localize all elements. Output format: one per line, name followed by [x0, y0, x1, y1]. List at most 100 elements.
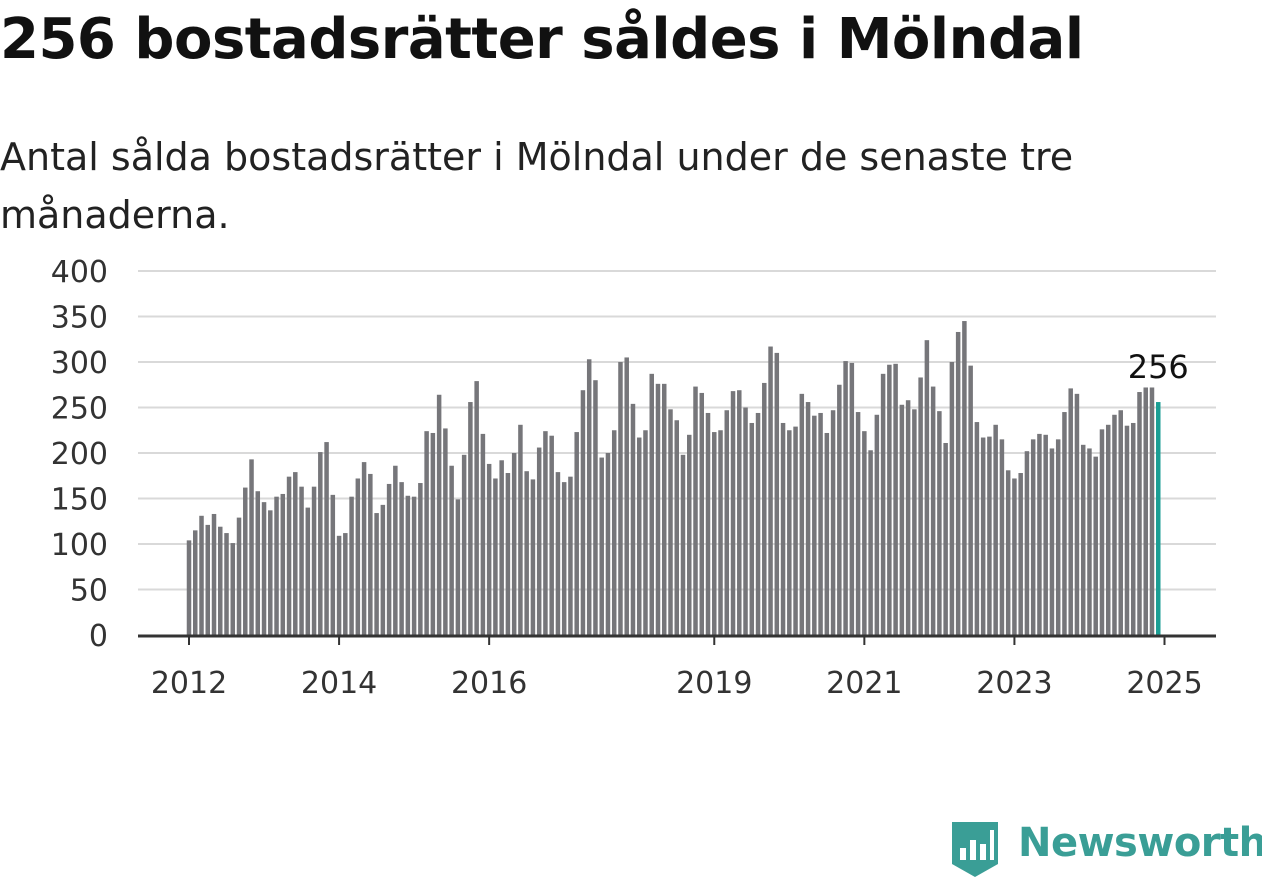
bar	[599, 457, 604, 635]
bar	[743, 407, 748, 635]
y-tick-label: 50	[70, 574, 108, 609]
bar	[912, 409, 917, 635]
bar	[818, 412, 823, 635]
bar	[655, 383, 661, 635]
bar	[224, 533, 229, 635]
bar	[1149, 387, 1155, 635]
bar	[1118, 410, 1123, 635]
bar	[536, 447, 542, 635]
bar	[499, 460, 504, 635]
chart-title: 256 bostadsrätter såldes i Mölndal	[0, 7, 1084, 72]
bar	[636, 437, 642, 635]
bar	[1043, 434, 1048, 635]
x-tick-label: 2021	[826, 666, 902, 701]
bar	[293, 472, 298, 635]
bar	[299, 486, 304, 635]
bar	[724, 410, 730, 635]
bar	[486, 463, 492, 635]
x-tick-label: 2025	[1126, 666, 1202, 701]
bar	[674, 420, 679, 635]
bar	[762, 382, 767, 635]
bar	[461, 454, 467, 635]
bar	[336, 535, 342, 635]
bar	[455, 499, 461, 635]
bar	[1074, 393, 1080, 635]
bar	[555, 472, 561, 635]
bar	[830, 410, 836, 635]
y-tick-label: 400	[51, 255, 108, 290]
bar	[718, 430, 723, 635]
bar	[386, 483, 392, 635]
bar	[580, 390, 586, 635]
bar	[974, 422, 980, 635]
bar	[1080, 444, 1086, 635]
bar	[699, 392, 705, 635]
bar	[549, 435, 554, 635]
bar	[186, 540, 192, 635]
bar	[905, 400, 911, 635]
bar	[380, 504, 386, 635]
bar	[855, 412, 861, 635]
bar	[643, 430, 648, 635]
bar	[1055, 439, 1061, 635]
bar	[624, 357, 629, 635]
bar	[1112, 414, 1117, 635]
bar	[1137, 392, 1142, 635]
bar	[368, 473, 373, 635]
bar	[774, 352, 780, 635]
bar	[837, 384, 842, 635]
bar	[661, 383, 667, 635]
bar	[311, 486, 317, 635]
chart-subtitle: Antal sålda bostadsrätter i Mölndal unde…	[0, 135, 1074, 237]
bar	[568, 476, 573, 635]
bar	[780, 422, 786, 635]
bar	[505, 473, 511, 635]
bar	[474, 381, 479, 635]
bar	[480, 433, 486, 635]
bar	[511, 453, 517, 635]
bar	[1030, 439, 1036, 635]
bar	[193, 530, 198, 635]
bar	[618, 362, 623, 635]
bar	[199, 515, 204, 635]
bar	[1093, 456, 1098, 635]
bar	[318, 452, 323, 635]
bar	[768, 346, 773, 635]
x-tick-label: 2023	[976, 666, 1052, 701]
bar	[524, 471, 529, 635]
bar	[274, 496, 279, 635]
bar	[518, 424, 523, 635]
bar	[205, 524, 211, 635]
bar	[424, 431, 429, 635]
bar	[543, 431, 548, 635]
x-tick-label: 2016	[451, 666, 527, 701]
bar	[1105, 424, 1111, 635]
highlight-bar	[1156, 402, 1161, 635]
y-tick-label: 150	[51, 483, 108, 518]
bar	[1012, 478, 1017, 635]
bar	[880, 373, 886, 635]
bar	[343, 533, 348, 635]
y-tick-label: 350	[51, 301, 108, 336]
bar	[268, 510, 273, 635]
bar	[236, 517, 242, 635]
bar	[918, 377, 923, 635]
bar	[949, 362, 955, 635]
bar	[668, 409, 673, 635]
x-tick-label: 2014	[301, 666, 377, 701]
bar	[374, 513, 379, 635]
bar	[924, 340, 930, 635]
bar	[693, 386, 698, 635]
bar	[330, 494, 336, 635]
bar	[436, 394, 442, 635]
bar	[730, 391, 736, 635]
bar	[899, 404, 905, 635]
bar	[968, 365, 973, 635]
brand-name: Newsworthy	[1018, 820, 1262, 866]
bar	[593, 380, 598, 635]
bar	[393, 465, 398, 635]
bar	[1005, 470, 1011, 635]
bar	[218, 526, 223, 635]
bar	[874, 414, 880, 635]
